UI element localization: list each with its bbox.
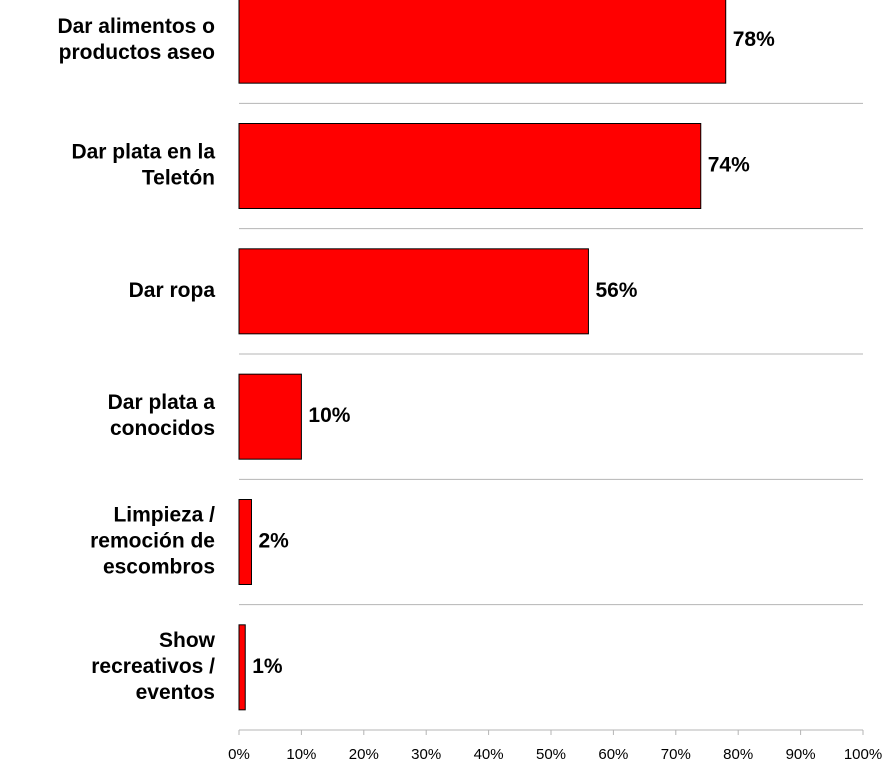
category-label: eventos (136, 681, 215, 704)
x-tick-label: 40% (474, 746, 504, 763)
x-tick-label: 80% (723, 746, 753, 763)
value-label: 56% (595, 279, 637, 302)
category-label: Show (159, 629, 216, 652)
category-label: remoción de (90, 530, 215, 553)
value-label: 2% (258, 530, 289, 553)
category-label: Limpieza / (113, 504, 215, 527)
value-label: 10% (308, 404, 350, 427)
category-label: productos aseo (59, 41, 215, 64)
x-tick-label: 10% (286, 746, 316, 763)
category-label: recreativos / (91, 655, 215, 678)
bar (238, 248, 589, 335)
bar (238, 499, 252, 585)
category-label: Dar alimentos o (57, 15, 215, 38)
value-label: 74% (708, 154, 750, 177)
x-tick-label: 90% (786, 746, 816, 763)
category-label: Teletón (142, 167, 215, 190)
category-label: Dar ropa (129, 279, 216, 302)
bar (238, 123, 702, 209)
category-label: escombros (103, 556, 215, 579)
value-label: 78% (733, 28, 775, 51)
category-label: conocidos (110, 417, 215, 440)
x-tick-label: 30% (411, 746, 441, 763)
x-tick-label: 100% (844, 746, 882, 763)
category-label: Dar plata en la (71, 141, 215, 164)
x-tick-label: 50% (536, 746, 566, 763)
x-tick-label: 70% (661, 746, 691, 763)
bar (238, 624, 246, 711)
bar (238, 373, 302, 460)
category-label: Dar plata a (108, 391, 216, 414)
value-label: 1% (252, 655, 283, 678)
x-tick-label: 20% (349, 746, 379, 763)
x-tick-label: 0% (228, 746, 250, 763)
x-tick-label: 60% (598, 746, 628, 763)
bar (238, 0, 727, 84)
